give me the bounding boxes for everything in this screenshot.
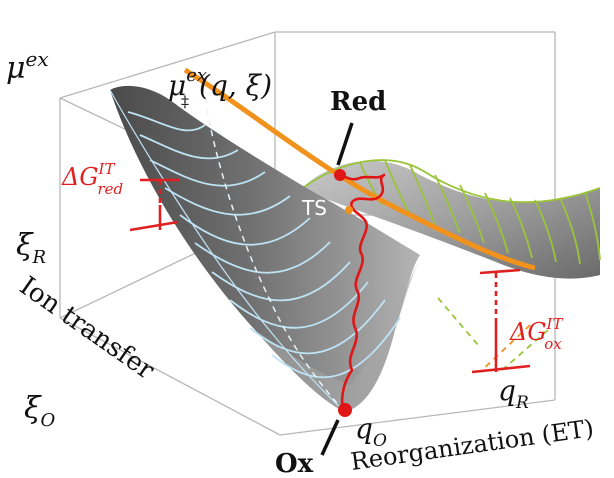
red-minimum-dot: [334, 169, 346, 181]
ox-minimum-dot: [338, 403, 352, 417]
dg-ox-label: ΔGIT ox: [509, 315, 563, 353]
mu-ex-label: μex: [6, 47, 49, 86]
reorganization-axis-label: Reorganization (ET): [349, 414, 596, 476]
dg-red-label: ΔGIT red: [61, 160, 123, 198]
red-well-surface: [300, 160, 600, 279]
red-pointer-line: [336, 122, 354, 166]
q-r-label: qR: [498, 374, 529, 413]
ox-label: Ox: [275, 449, 314, 478]
xi-r-label: ξR: [16, 228, 46, 268]
ox-surface-front-fold: [255, 258, 420, 412]
mu-ts-label: μex ‡ (q, ξ): [168, 65, 272, 111]
ox-well-surface: [110, 85, 420, 412]
reaction-path: [339, 173, 386, 411]
dg-ox-marker: [471, 268, 531, 374]
ox-pointer-line: [320, 419, 340, 456]
xi-o-label: ξO: [24, 391, 56, 431]
blue-contour-lines: [109, 89, 401, 413]
red-label: Red: [330, 87, 386, 117]
q-o-label: qO: [355, 412, 387, 451]
dg-red-marker: [129, 178, 180, 232]
valley-dashed-lines: [204, 97, 346, 413]
ion-transfer-axis-label: Ion transfer: [14, 271, 160, 386]
bounding-box: [59, 31, 556, 436]
projection-dashed-lines: [437, 297, 549, 373]
transition-state-dot: [345, 206, 353, 214]
ts-label: TS: [301, 196, 327, 220]
saddle-ridge-line: [183, 67, 536, 271]
